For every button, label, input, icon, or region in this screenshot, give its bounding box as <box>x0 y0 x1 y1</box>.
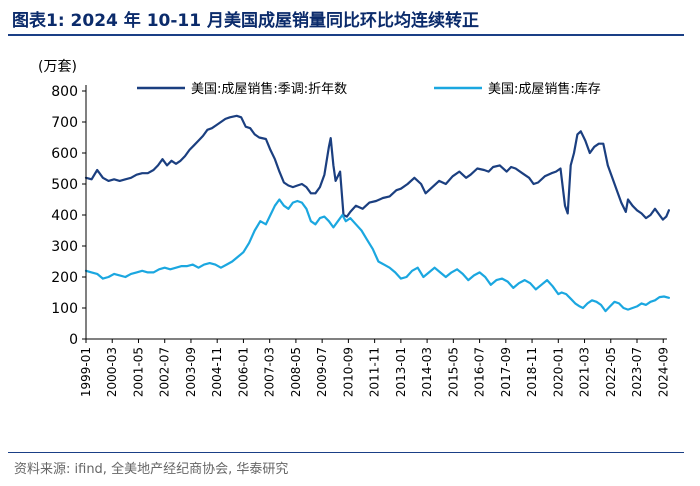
x-tick-label: 2010-09 <box>341 347 355 397</box>
x-tick-label: 2003-09 <box>184 347 198 397</box>
y-tick-label: 500 <box>51 177 78 193</box>
x-tick-label: 2004-11 <box>210 347 224 397</box>
x-tick-label: 2024-09 <box>656 347 670 397</box>
x-tick-label: 1999-01 <box>79 347 93 397</box>
x-tick-label: 2023-07 <box>630 347 644 397</box>
series-layer <box>84 114 670 313</box>
x-tick-label: 2021-03 <box>578 347 592 397</box>
x-tick-label: 2008-05 <box>289 347 303 397</box>
y-tick-label: 400 <box>51 208 78 224</box>
legend-label-2: 美国:成屋销售:库存 <box>488 81 601 97</box>
title-divider <box>8 34 684 36</box>
x-tick-label: 2000-03 <box>105 347 119 397</box>
series-line-2 <box>84 198 670 313</box>
x-tick-label: 2007-03 <box>263 347 277 397</box>
source-note: 资料来源: ifind, 全美地产经纪商协会, 华泰研究 <box>14 462 289 477</box>
x-tick-label: 2022-05 <box>604 347 618 397</box>
y-axis-label: (万套) <box>38 59 77 75</box>
y-tick-label: 800 <box>51 84 78 100</box>
x-tick-label: 2002-07 <box>158 347 172 397</box>
axes: (万套) 0 100 200 300 400 500 600 700 800 1999-01 2000… <box>38 59 670 397</box>
x-tick-label: 2009-07 <box>315 347 329 397</box>
y-tick-label: 600 <box>51 146 78 162</box>
legend: 美国:成屋销售:季调:折年数 美国:成屋销售:库存 <box>137 81 601 97</box>
page-title: 图表1: 2024 年 10-11 月美国成屋销量同比环比均连续转正 <box>12 11 479 31</box>
x-tick-label: 2015-05 <box>446 347 460 397</box>
y-tick-label: 100 <box>51 301 78 317</box>
x-tick-label: 2006-01 <box>236 347 250 397</box>
x-tick-label: 2001-05 <box>131 347 145 397</box>
y-tick-label: 700 <box>51 115 78 131</box>
x-tick-label: 2011-11 <box>368 347 382 397</box>
x-tick-label: 2016-07 <box>473 347 487 397</box>
y-tick-label: 300 <box>51 239 78 255</box>
x-tick-label: 2020-01 <box>551 347 565 397</box>
x-tick-label: 2013-01 <box>394 347 408 397</box>
x-tick-label: 2014-03 <box>420 347 434 397</box>
series-line-1 <box>84 114 670 221</box>
x-tick-label: 2017-09 <box>499 347 513 397</box>
footer-divider <box>8 452 684 453</box>
x-tick-label: 2018-11 <box>525 347 539 397</box>
y-tick-label: 200 <box>51 270 78 286</box>
y-tick-label: 0 <box>69 332 78 348</box>
legend-label-1: 美国:成屋销售:季调:折年数 <box>191 81 347 97</box>
